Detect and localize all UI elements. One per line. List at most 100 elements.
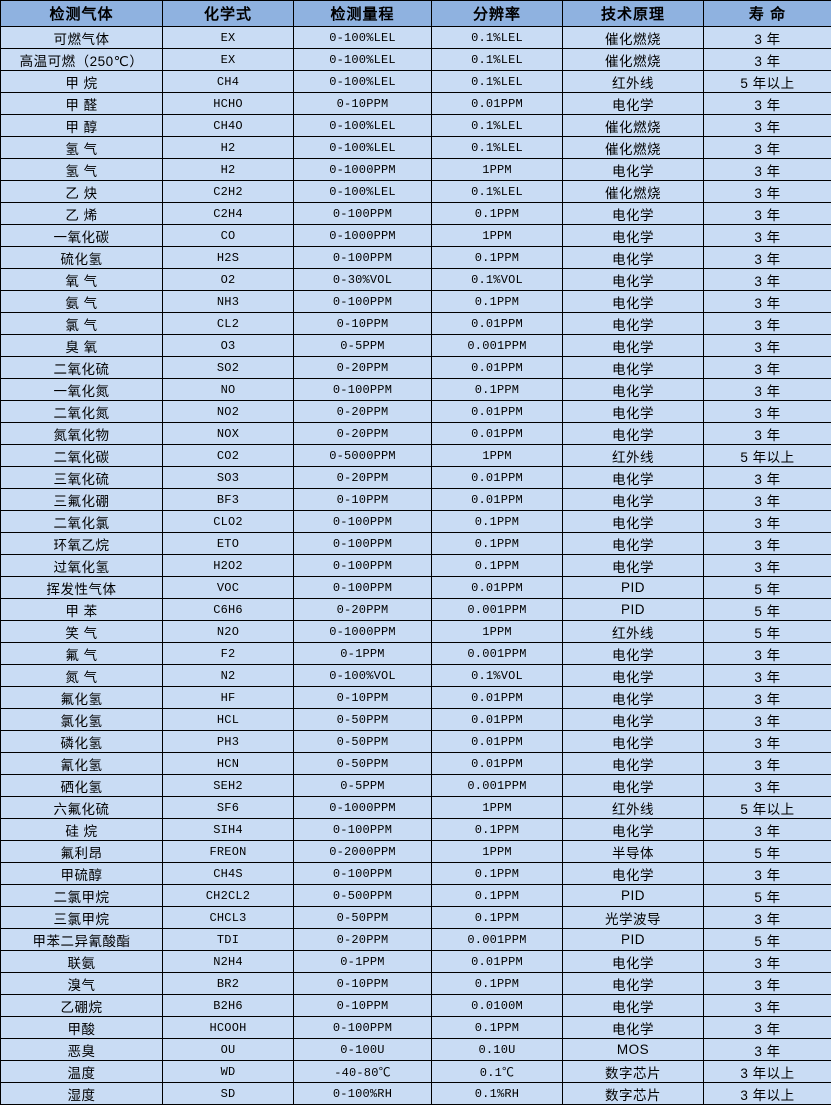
- cell-tech: 电化学: [563, 819, 704, 841]
- cell-tech: 电化学: [563, 1017, 704, 1039]
- cell-res: 0.1PPM: [432, 203, 563, 225]
- cell-tech: 催化燃烧: [563, 49, 704, 71]
- cell-life: 5 年以上: [704, 71, 831, 93]
- cell-range: 0-5PPM: [294, 335, 432, 357]
- cell-formula: SD: [163, 1083, 294, 1105]
- cell-res: 0.1%LEL: [432, 71, 563, 93]
- cell-gas: 甲苯二异氰酸酯: [1, 929, 163, 951]
- cell-tech: 电化学: [563, 291, 704, 313]
- column-header-range: 检测量程: [294, 1, 432, 27]
- cell-tech: 红外线: [563, 797, 704, 819]
- cell-tech: 催化燃烧: [563, 137, 704, 159]
- cell-res: 0.01PPM: [432, 753, 563, 775]
- cell-gas: 氧 气: [1, 269, 163, 291]
- cell-range: 0-1000PPM: [294, 621, 432, 643]
- table-header-row: 检测气体 化学式 检测量程 分辨率 技术原理 寿 命: [1, 1, 831, 27]
- cell-tech: 红外线: [563, 621, 704, 643]
- cell-formula: WD: [163, 1061, 294, 1083]
- cell-gas: 环氧乙烷: [1, 533, 163, 555]
- column-header-gas: 检测气体: [1, 1, 163, 27]
- cell-res: 0.1%LEL: [432, 181, 563, 203]
- cell-gas: 甲 烷: [1, 71, 163, 93]
- cell-formula: CO2: [163, 445, 294, 467]
- cell-formula: N2H4: [163, 951, 294, 973]
- cell-gas: 乙 烯: [1, 203, 163, 225]
- cell-res: 0.001PPM: [432, 929, 563, 951]
- cell-range: 0-20PPM: [294, 357, 432, 379]
- cell-formula: CL2: [163, 313, 294, 335]
- cell-gas: 二氧化硫: [1, 357, 163, 379]
- cell-life: 3 年: [704, 357, 831, 379]
- cell-life: 3 年: [704, 423, 831, 445]
- cell-gas: 温度: [1, 1061, 163, 1083]
- cell-res: 0.1PPM: [432, 907, 563, 929]
- cell-tech: 电化学: [563, 489, 704, 511]
- cell-range: 0-100PPM: [294, 533, 432, 555]
- cell-gas: 氟 气: [1, 643, 163, 665]
- cell-formula: BR2: [163, 973, 294, 995]
- cell-life: 3 年: [704, 731, 831, 753]
- cell-gas: 氟利昂: [1, 841, 163, 863]
- cell-range: 0-5000PPM: [294, 445, 432, 467]
- cell-res: 0.1%VOL: [432, 665, 563, 687]
- cell-range: 0-2000PPM: [294, 841, 432, 863]
- cell-tech: 半导体: [563, 841, 704, 863]
- cell-res: 0.1PPM: [432, 885, 563, 907]
- cell-life: 3 年: [704, 709, 831, 731]
- cell-tech: 催化燃烧: [563, 27, 704, 49]
- cell-gas: 硫化氢: [1, 247, 163, 269]
- cell-formula: HCL: [163, 709, 294, 731]
- cell-res: 0.1PPM: [432, 819, 563, 841]
- cell-range: 0-100PPM: [294, 577, 432, 599]
- cell-tech: 电化学: [563, 357, 704, 379]
- cell-gas: 氮 气: [1, 665, 163, 687]
- cell-res: 0.01PPM: [432, 423, 563, 445]
- column-header-formula: 化学式: [163, 1, 294, 27]
- cell-tech: 电化学: [563, 159, 704, 181]
- cell-formula: N2O: [163, 621, 294, 643]
- cell-tech: MOS: [563, 1039, 704, 1061]
- cell-life: 3 年: [704, 665, 831, 687]
- cell-res: 0.1PPM: [432, 247, 563, 269]
- cell-res: 0.001PPM: [432, 599, 563, 621]
- cell-formula: HCOOH: [163, 1017, 294, 1039]
- cell-life: 3 年: [704, 995, 831, 1017]
- cell-formula: CH2CL2: [163, 885, 294, 907]
- cell-gas: 三氯甲烷: [1, 907, 163, 929]
- cell-range: 0-100PPM: [294, 203, 432, 225]
- cell-res: 0.1%LEL: [432, 27, 563, 49]
- cell-range: 0-100PPM: [294, 511, 432, 533]
- cell-tech: PID: [563, 577, 704, 599]
- cell-res: 0.001PPM: [432, 335, 563, 357]
- cell-range: 0-100PPM: [294, 379, 432, 401]
- cell-range: 0-10PPM: [294, 687, 432, 709]
- cell-gas: 甲酸: [1, 1017, 163, 1039]
- cell-life: 3 年: [704, 863, 831, 885]
- cell-tech: 电化学: [563, 511, 704, 533]
- cell-res: 0.1%VOL: [432, 269, 563, 291]
- cell-tech: 电化学: [563, 753, 704, 775]
- cell-life: 3 年: [704, 313, 831, 335]
- cell-life: 3 年: [704, 335, 831, 357]
- cell-life: 3 年: [704, 225, 831, 247]
- cell-tech: PID: [563, 599, 704, 621]
- cell-life: 3 年: [704, 511, 831, 533]
- cell-formula: SF6: [163, 797, 294, 819]
- cell-life: 3 年: [704, 379, 831, 401]
- cell-life: 3 年: [704, 159, 831, 181]
- column-header-resolution: 分辨率: [432, 1, 563, 27]
- cell-range: 0-100%LEL: [294, 27, 432, 49]
- cell-tech: 催化燃烧: [563, 181, 704, 203]
- cell-gas: 乙 炔: [1, 181, 163, 203]
- cell-res: 0.01PPM: [432, 93, 563, 115]
- cell-gas: 湿度: [1, 1083, 163, 1105]
- cell-life: 3 年: [704, 643, 831, 665]
- cell-gas: 硅 烷: [1, 819, 163, 841]
